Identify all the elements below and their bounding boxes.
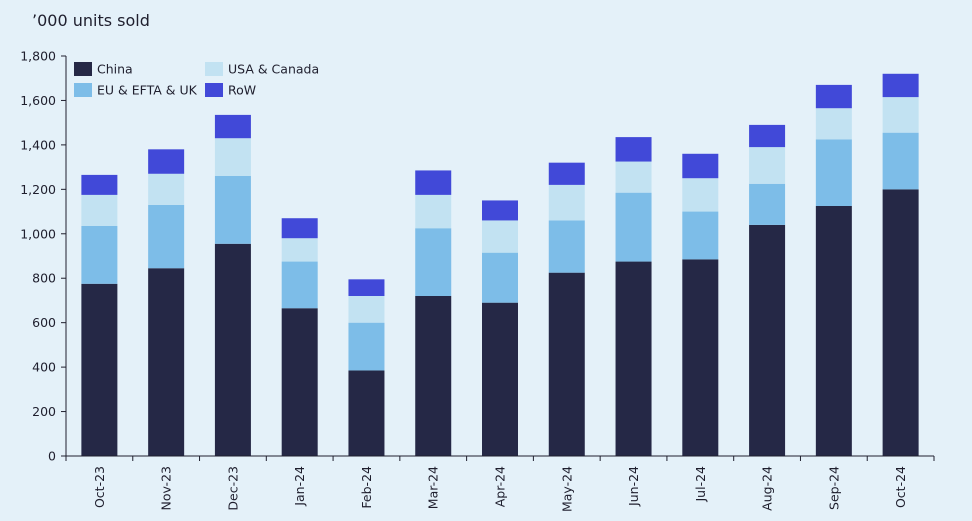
bar-oct-23-usa-canada [81, 194, 118, 226]
bar-jun-24-row [615, 137, 652, 162]
x-tick-label: Apr-24 [493, 466, 508, 507]
bar-feb-24-china [348, 370, 385, 456]
bar-aug-24-usa-canada [749, 147, 786, 184]
bar-feb-24-row [348, 279, 385, 296]
bar-jul-24-row [682, 153, 719, 179]
legend-swatch-eu-efta-uk [74, 83, 92, 97]
y-tick-label: 1,600 [20, 93, 56, 108]
bars-layer [81, 73, 919, 456]
x-tick-label: Oct-23 [92, 466, 107, 508]
bar-nov-23-row [148, 149, 185, 174]
y-tick-label: 200 [32, 404, 56, 419]
bar-apr-24-eu-efta-uk [482, 252, 518, 303]
x-tick-label: Dec-23 [225, 466, 240, 511]
x-tick-label: May-24 [559, 466, 574, 512]
x-tick-label: Mar-24 [426, 466, 441, 509]
bar-jan-24-china [281, 308, 318, 456]
bar-mar-24-china [415, 296, 452, 456]
legend-swatch-china [74, 62, 92, 76]
bar-sep-24-eu-efta-uk [815, 139, 852, 206]
y-tick-label: 1,400 [20, 137, 56, 152]
bar-aug-24-row [749, 124, 786, 148]
y-tick-label: 800 [32, 271, 56, 286]
bar-oct-24-china [882, 189, 919, 456]
bar-apr-24-usa-canada [482, 220, 518, 253]
bar-feb-24-usa-canada [348, 296, 385, 323]
bar-mar-24-row [415, 170, 452, 195]
legend-label-row: RoW [228, 83, 256, 98]
bar-feb-24-eu-efta-uk [348, 322, 385, 371]
bar-jan-24-usa-canada [281, 238, 318, 262]
legend-label-usa-canada: USA & Canada [228, 62, 319, 77]
bar-jan-24-eu-efta-uk [281, 261, 318, 309]
bar-sep-24-usa-canada [815, 108, 852, 140]
bar-apr-24-china [482, 302, 518, 456]
bar-may-24-china [548, 272, 585, 456]
bar-may-24-row [548, 162, 585, 185]
y-tick-label: 600 [32, 315, 56, 330]
bar-nov-23-china [148, 268, 185, 456]
bar-dec-23-usa-canada [214, 138, 251, 176]
bar-oct-24-eu-efta-uk [882, 132, 919, 190]
legend-label-china: China [97, 62, 133, 77]
bar-dec-23-row [214, 114, 251, 139]
bar-oct-23-row [81, 174, 118, 195]
bar-aug-24-eu-efta-uk [749, 183, 786, 225]
legend-swatch-row [205, 83, 223, 97]
bar-may-24-eu-efta-uk [548, 220, 585, 273]
bar-oct-24-row [882, 73, 919, 98]
x-tick-label: Feb-24 [359, 466, 374, 509]
bar-jul-24-usa-canada [682, 178, 719, 212]
y-tick-label: 0 [48, 449, 56, 464]
bar-jul-24-eu-efta-uk [682, 211, 719, 260]
x-tick-label: Aug-24 [760, 466, 775, 511]
bar-nov-23-eu-efta-uk [148, 204, 185, 269]
x-tick-label: Oct-24 [893, 466, 908, 508]
legend-label-eu-efta-uk: EU & EFTA & UK [97, 83, 198, 98]
bar-jan-24-row [281, 218, 318, 239]
bar-sep-24-row [815, 84, 852, 109]
bar-nov-23-usa-canada [148, 173, 185, 205]
legend: China EU & EFTA & UK USA & Canada RoW [74, 62, 319, 98]
x-tick-label: Jul-24 [693, 466, 708, 503]
bar-apr-24-row [482, 200, 518, 221]
bar-sep-24-china [815, 206, 852, 456]
x-tick-label: Sep-24 [826, 466, 841, 510]
bar-oct-23-eu-efta-uk [81, 226, 118, 284]
bar-jun-24-china [615, 261, 652, 456]
y-axis: 0 200 400 600 800 1,000 1,200 1,400 1,600 1,800 [20, 49, 67, 464]
x-tick-label: Jan-24 [292, 466, 307, 507]
bar-dec-23-eu-efta-uk [214, 176, 251, 244]
y-tick-label: 1,000 [20, 226, 56, 241]
bar-aug-24-china [749, 224, 786, 456]
unit-label: ’000 units sold [32, 11, 150, 30]
x-tick-label: Nov-23 [159, 466, 174, 510]
bar-oct-24-usa-canada [882, 97, 919, 133]
x-axis: Oct-23 Nov-23 Dec-23 Jan-24 Feb-24 Mar-24 Apr-… [65, 455, 935, 512]
bar-may-24-usa-canada [548, 184, 585, 221]
bar-jul-24-china [682, 259, 719, 456]
bar-jun-24-usa-canada [615, 161, 652, 193]
legend-swatch-usa-canada [205, 62, 223, 76]
x-tick-label: Jun-24 [626, 466, 641, 507]
bar-dec-23-china [214, 243, 251, 456]
y-tick-label: 1,200 [20, 182, 56, 197]
y-tick-label: 400 [32, 360, 56, 375]
bar-jun-24-eu-efta-uk [615, 192, 652, 262]
bar-mar-24-usa-canada [415, 194, 452, 229]
bar-oct-23-china [81, 283, 118, 456]
bar-mar-24-eu-efta-uk [415, 228, 452, 296]
y-tick-label: 1,800 [20, 49, 56, 64]
